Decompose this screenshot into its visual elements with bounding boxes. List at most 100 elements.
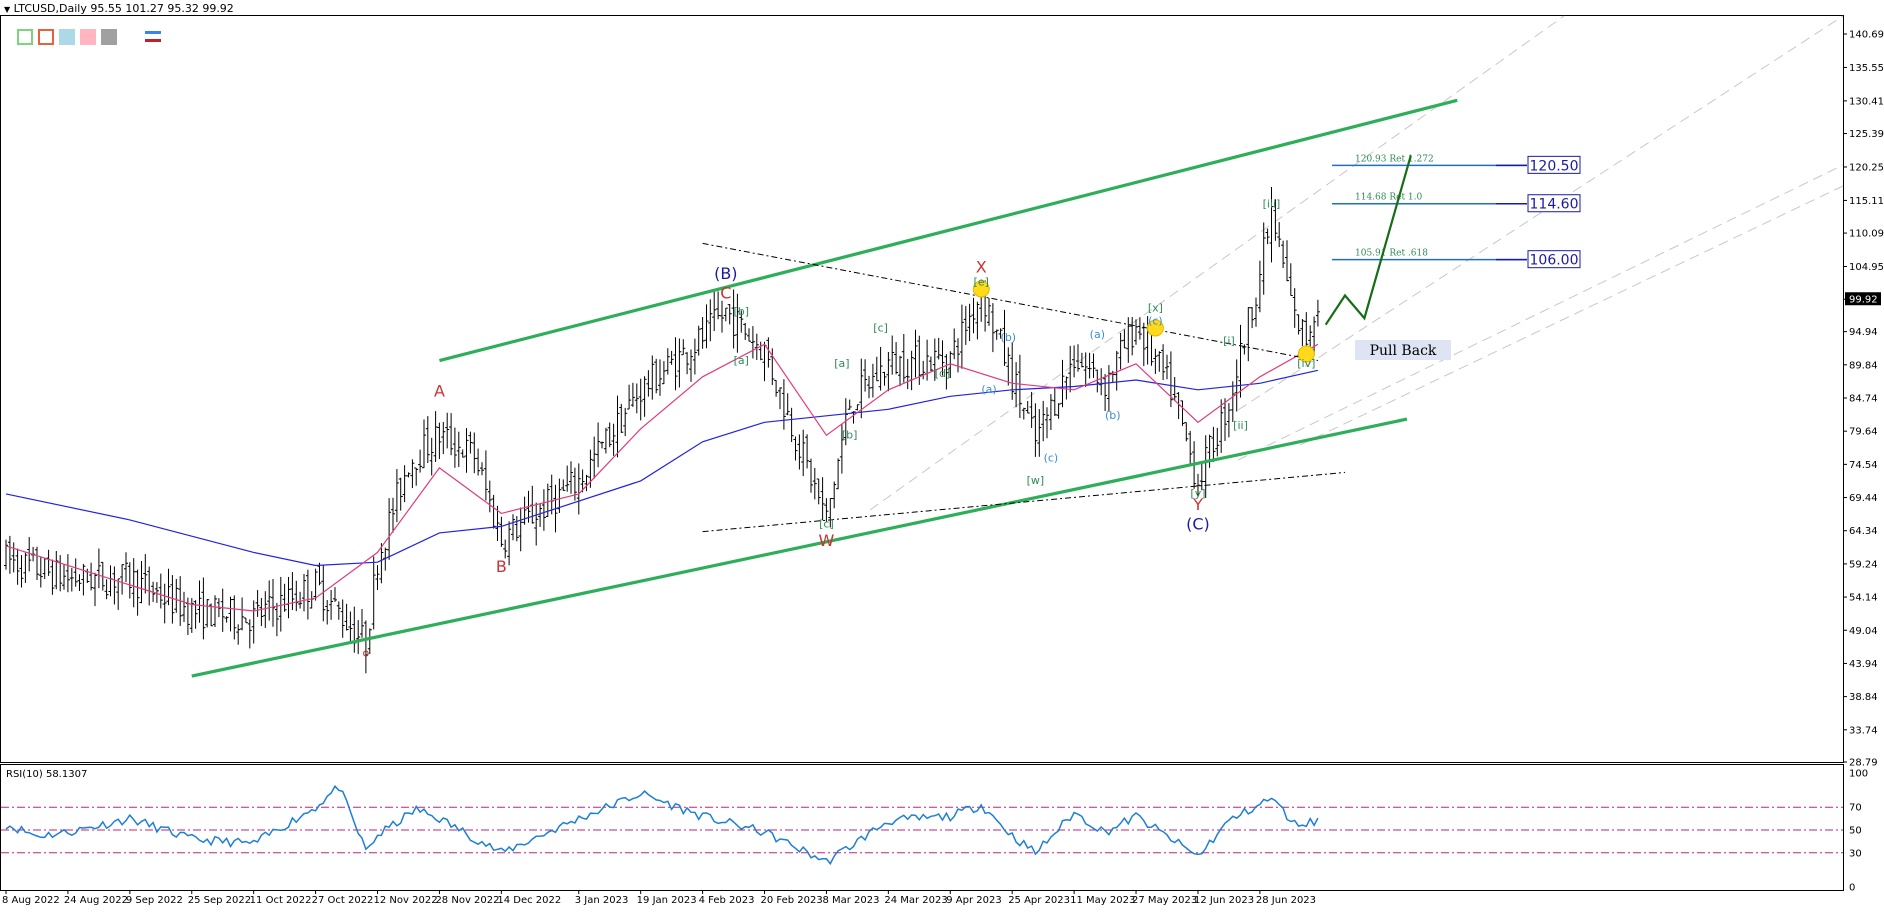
time-tick-label: 12 Nov 2022 [374,895,438,906]
time-tick-label: 19 Jan 2023 [637,895,697,906]
price-tick-label: 84.74 [1849,394,1878,405]
fib-level-label: 105.91 Ret .618 [1355,249,1428,259]
fib-level-label: 120.93 Ret 1.272 [1355,154,1434,164]
price-tick-label: 38.84 [1849,692,1878,703]
price-tick-label: 115.11 [1849,196,1884,207]
price-axis: 140.69 135.55 130.41 125.39 120.25 115.11 110.… [1843,30,1884,769]
price-tick-label: 89.84 [1849,360,1878,371]
wave-label: (B) [714,264,737,283]
color-box-green[interactable] [17,29,33,45]
time-tick-label: 14 Dec 2022 [497,895,561,906]
price-tick-label: 130.41 [1849,96,1884,107]
channel-lower[interactable] [191,417,1408,678]
color-box-gray[interactable] [101,29,117,45]
rsi-pane: RSI(10) 58.1307 100 70 50 30 0 [1,769,1868,894]
wave-label: [x] [1148,302,1163,315]
price-tick-label: 59.24 [1849,559,1878,570]
rsi-tick-label: 30 [1849,848,1862,859]
wave-label: [a] [834,357,849,370]
wave-highlight-dot [1146,319,1164,337]
wave-label: C [720,284,731,303]
rsi-title: RSI(10) 58.1307 [6,769,87,780]
fib-target-box [1527,155,1581,174]
parallel-dashed-lines [869,15,1844,511]
rsi-line [5,784,1319,866]
price-tick-label: 33.74 [1849,725,1878,736]
symbol-ohlc-text: LTCUSD,Daily 95.55 101.27 95.32 99.92 [13,2,234,15]
time-tick-label: 28 Jun 2023 [1256,895,1316,906]
time-tick-label: 9 Sep 2022 [126,895,183,906]
rsi-pane-frame [0,764,1844,891]
fib-target-label: 120.50 [1530,158,1579,174]
wave-label: [c] [819,518,834,531]
wave-label: W [819,531,835,550]
time-tick-label: 24 Aug 2022 [64,895,128,906]
wave-highlight-dot [972,280,990,298]
time-tick-label: 8 Mar 2023 [822,895,879,906]
chart-menu-icon[interactable]: ▼ [4,5,11,14]
time-tick-label: 27 May 2023 [1132,895,1197,906]
price-tick-label: 125.39 [1849,129,1884,140]
wave-label: [y] [1190,487,1205,500]
current-price-label: 99.92 [1849,295,1878,306]
wave-label: (c) [1044,451,1059,464]
price-tick-label: 64.34 [1849,526,1878,537]
price-tick-label: 43.94 [1849,659,1878,670]
parallel-dashed-line [869,15,1565,511]
price-tick-label: 79.64 [1849,427,1878,438]
ma-fast-line [5,343,1319,612]
wave-label: (a) [1090,328,1105,341]
time-tick-label: 28 Nov 2022 [435,895,499,906]
wave-label: [i] [1223,334,1235,347]
price-tick-label: 74.54 [1849,460,1878,471]
parallel-dashed-line [1299,185,1844,446]
time-tick-label: 27 Oct 2022 [312,895,374,906]
time-tick-label: 25 Apr 2023 [1008,895,1070,906]
wave-label: [d] [935,367,951,380]
line-style-icon[interactable] [145,29,161,45]
current-price-box [1845,292,1881,306]
time-tick-label: 12 Jun 2023 [1194,895,1254,906]
rsi-tick-label: 100 [1849,769,1868,780]
price-tick-label: 69.44 [1849,493,1878,504]
fib-levels: 120.93 Ret 1.272 120.50 114.68 Ret 1.0 114.… [1332,154,1581,269]
fib-target-label: 106.00 [1530,253,1579,269]
pull-back-box [1355,340,1451,360]
wave-label: [b] [734,305,750,318]
price-bars [4,187,1320,674]
symbol-header: ▼ LTCUSD,Daily 95.55 101.27 95.32 99.92 [4,2,234,15]
color-box-lightblue[interactable] [59,29,75,45]
price-tick-label: 120.25 [1849,162,1884,173]
price-tick-label: 140.69 [1849,30,1884,41]
time-tick-label: 25 Sep 2022 [188,895,251,906]
rsi-tick-label: 0 [1849,883,1855,894]
fib-target-box [1527,194,1581,213]
time-tick-label: 11 Oct 2022 [250,895,312,906]
fib-target-label: 114.60 [1530,197,1579,213]
wave-label: [iv] [1297,357,1315,370]
wave-label: (b) [1105,409,1121,422]
pull-back-label: Pull Back [1370,343,1437,359]
wave-label: [w] [1027,474,1045,487]
channel-upper[interactable] [439,98,1458,363]
time-tick-label: 3 Jan 2023 [575,895,629,906]
wave-label: A [434,381,445,400]
wave-label: (c) [1148,315,1163,328]
time-tick-label: 20 Feb 2023 [761,895,823,906]
projection-path[interactable] [1324,155,1412,326]
time-tick-label: 11 May 2023 [1070,895,1135,906]
wave-label: [iii] [1263,198,1281,211]
wave-label: o [363,647,370,660]
price-tick-label: 135.55 [1849,63,1884,74]
price-tick-label: 28.79 [1849,758,1878,769]
parallel-dashed-line [1237,164,1844,461]
dashed-trendline[interactable] [702,471,1346,533]
color-box-pink[interactable] [80,29,96,45]
wave-label: Y [1192,495,1203,514]
dashed-trendline[interactable] [702,242,1319,362]
wave-label: (b) [1001,331,1017,344]
color-box-red[interactable] [38,29,54,45]
price-tick-label: 104.95 [1849,262,1884,273]
wave-labels: o A B (B)C W X Y(C) [b] [a] [c] [a] [b] [c] [d] [e] [w]… [363,198,1316,660]
